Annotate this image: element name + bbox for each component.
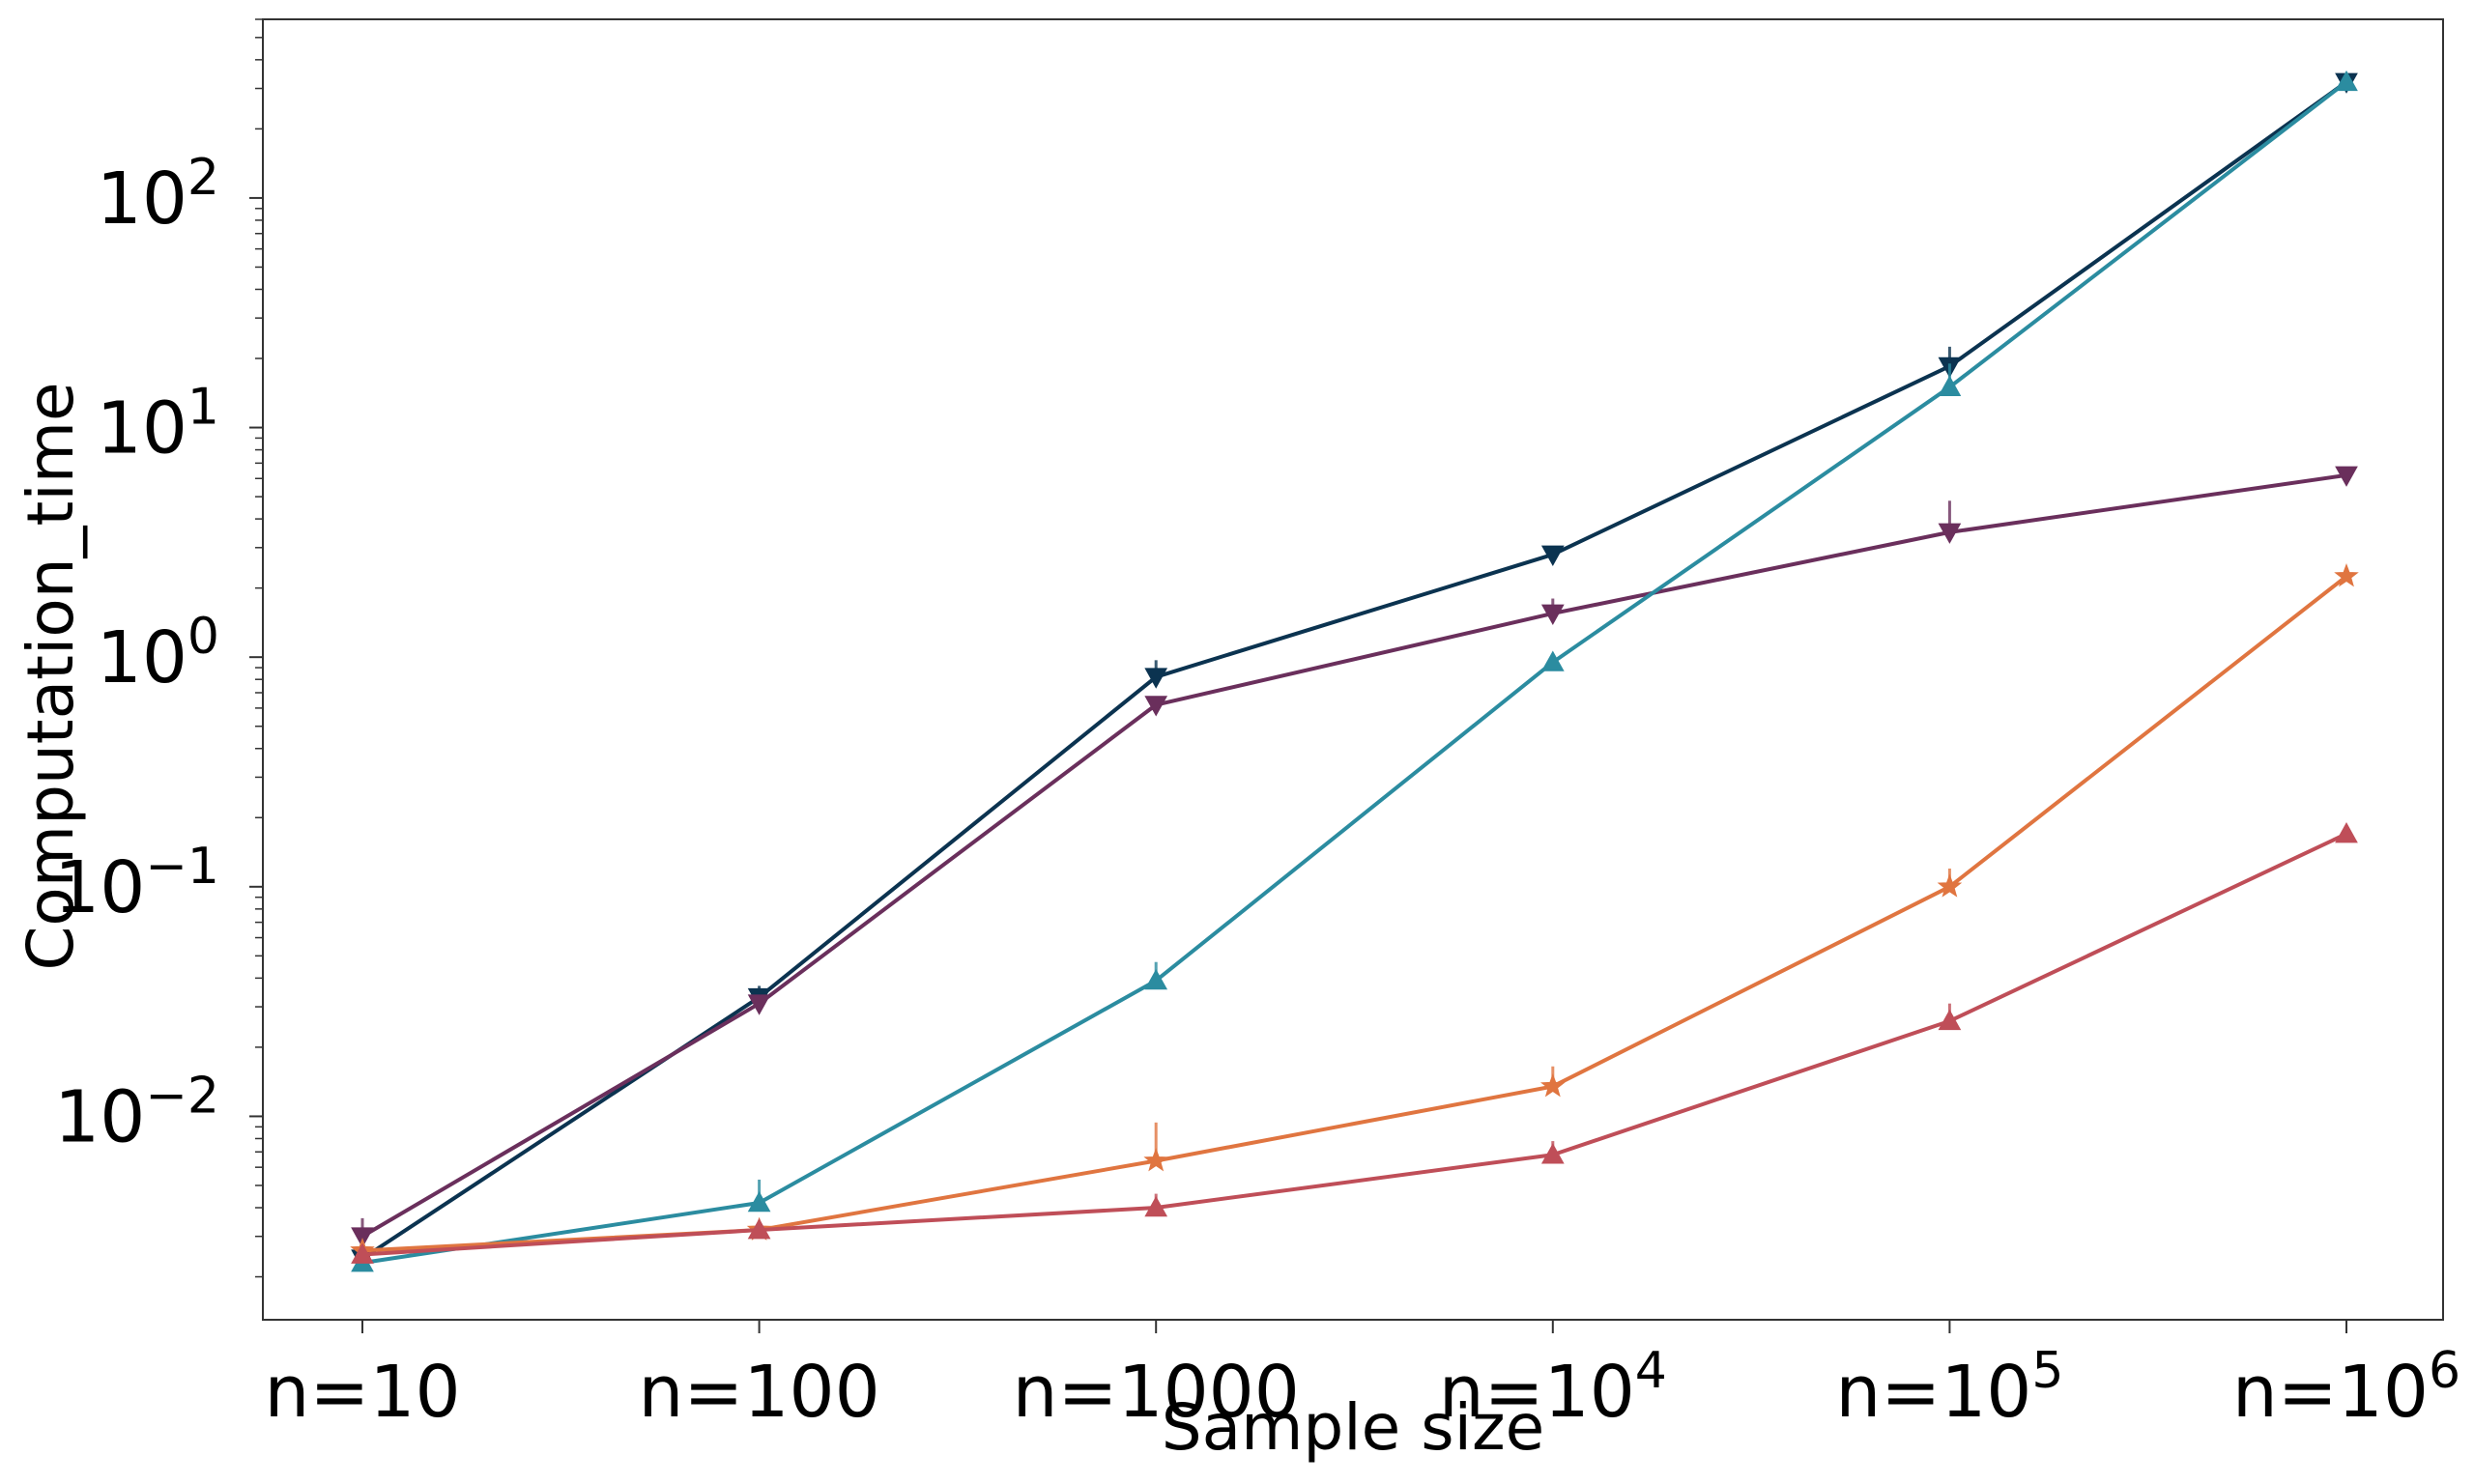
data-marker [2335,466,2358,487]
data-marker [1144,1195,1168,1217]
data-marker [1540,650,1565,671]
data-marker [2334,563,2359,587]
data-marker [1540,1143,1565,1164]
data-marker [1937,873,1963,898]
series-line [361,80,2348,1266]
data-marker [1938,523,1962,544]
series-1 [351,72,2358,1270]
data-marker [1144,696,1168,717]
x-tick-label: n=105 [1835,1342,2063,1434]
x-tick-label: n=1000 [1013,1351,1300,1434]
series-3 [351,70,2358,1272]
y-tick-label: 10−1 [54,838,219,929]
data-marker [1938,1009,1962,1031]
series-line [361,574,2348,1253]
y-tick-label: 101 [97,379,219,471]
x-axis-label: Sample size [1162,1390,1544,1465]
data-marker [1540,545,1565,566]
data-marker [747,1218,771,1240]
y-tick-label: 100 [97,608,219,699]
data-marker [1144,668,1168,689]
series-4 [350,563,2359,1262]
data-marker [1143,1148,1168,1172]
x-tick-label: n=106 [2232,1342,2460,1434]
data-marker [2335,70,2358,92]
data-marker [2335,822,2358,843]
data-marker [351,1227,374,1248]
x-tick-label: n=100 [639,1351,880,1434]
plot-area [262,18,2444,1321]
data-marker [1540,1073,1566,1098]
plot-frame [262,18,2444,1321]
data-marker [1540,604,1565,625]
axes-layer: 10−2 10−1 100 101 102 n=10 n=100 n=1000 n=104 n=1… [54,18,2460,1434]
y-tick-label: 10−2 [54,1067,219,1158]
y-tick-label: 102 [97,149,219,241]
data-marker [1938,375,1962,397]
data-marker [747,994,771,1015]
series-5 [351,822,2358,1264]
x-tick-label: n=10 [264,1351,460,1434]
y-axis-label: Computation_time [14,382,88,970]
series-layer [350,70,2359,1272]
series-2 [351,466,2358,1248]
series-line [360,80,2348,1261]
series-line [360,472,2347,1239]
data-marker [351,1242,374,1264]
data-marker [747,1190,771,1213]
data-marker [1144,968,1168,990]
x-tick-label: n=104 [1439,1342,1667,1434]
series-line [361,832,2347,1257]
